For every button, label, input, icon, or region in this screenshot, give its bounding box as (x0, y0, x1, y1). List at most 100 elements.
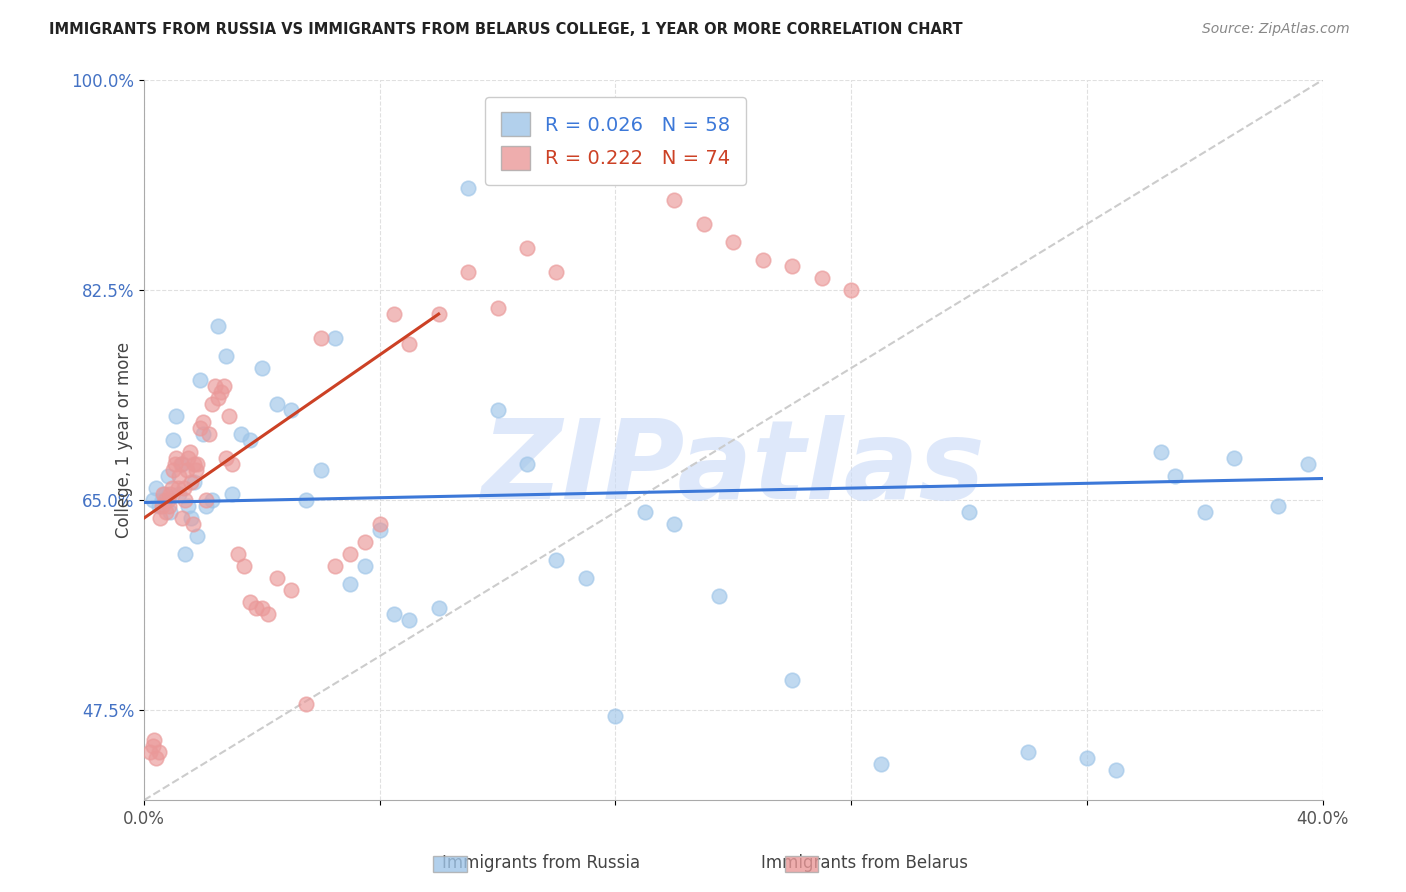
Point (172, 457, 194, 471)
Point (165, 409, 187, 423)
Point (207, 391, 229, 405)
Point (174, 547, 197, 561)
Point (153, 487, 176, 501)
Point (139, 745, 162, 759)
Point (605, 709, 627, 723)
Point (212, 379, 235, 393)
Point (162, 433, 184, 447)
Point (266, 397, 288, 411)
Point (177, 451, 200, 466)
Point (256, 607, 278, 622)
Point (188, 373, 211, 387)
Point (1105, 763, 1128, 777)
Point (149, 511, 172, 525)
Point (174, 493, 197, 508)
Point (309, 331, 332, 345)
Point (145, 481, 167, 495)
Point (162, 463, 184, 477)
Point (723, 235, 745, 249)
Point (176, 463, 198, 477)
Point (179, 445, 201, 459)
Point (427, 307, 450, 321)
Point (957, 505, 980, 519)
Point (191, 427, 214, 442)
Point (384, 307, 406, 321)
Point (204, 379, 226, 393)
Point (546, 265, 568, 279)
Point (226, 547, 249, 561)
Point (398, 613, 420, 627)
Point (239, 595, 262, 609)
Point (707, 589, 730, 603)
Point (221, 487, 243, 501)
Point (221, 457, 243, 471)
Point (457, 265, 479, 279)
Point (339, 547, 361, 561)
Point (1076, 751, 1098, 765)
Point (150, 499, 173, 513)
Point (752, 253, 775, 268)
Point (1149, 445, 1171, 459)
Point (194, 493, 217, 508)
Point (218, 409, 240, 423)
Point (148, 745, 170, 759)
Point (245, 601, 267, 615)
Y-axis label: College, 1 year or more: College, 1 year or more (115, 342, 132, 538)
Text: Source: ZipAtlas.com: Source: ZipAtlas.com (1202, 22, 1350, 37)
Point (201, 397, 224, 411)
Point (546, 553, 568, 567)
Point (486, 301, 509, 315)
Point (1164, 469, 1187, 483)
Point (664, 193, 686, 207)
Legend: R = 0.026   N = 58, R = 0.222   N = 74: R = 0.026 N = 58, R = 0.222 N = 74 (485, 97, 747, 186)
Point (183, 475, 205, 489)
Point (339, 577, 361, 591)
Point (309, 463, 332, 477)
Point (142, 493, 165, 508)
Point (384, 607, 406, 622)
Point (215, 451, 238, 466)
Point (194, 499, 217, 513)
Point (233, 559, 256, 574)
Text: IMMIGRANTS FROM RUSSIA VS IMMIGRANTS FROM BELARUS COLLEGE, 1 YEAR OR MORE CORREL: IMMIGRANTS FROM RUSSIA VS IMMIGRANTS FRO… (49, 22, 963, 37)
Point (184, 463, 207, 477)
Point (163, 457, 186, 471)
Point (516, 457, 538, 471)
Point (166, 481, 188, 495)
Point (142, 739, 165, 754)
Point (215, 349, 238, 363)
Point (839, 283, 862, 297)
Point (231, 427, 253, 442)
Point (207, 319, 229, 334)
Point (575, 115, 598, 129)
Point (250, 361, 273, 376)
Point (239, 433, 262, 447)
Point (188, 421, 211, 435)
Point (177, 499, 200, 513)
Point (170, 457, 193, 471)
Point (295, 697, 318, 711)
Point (186, 529, 208, 543)
Point (197, 427, 219, 442)
Point (780, 673, 803, 688)
Point (191, 415, 214, 429)
Point (1017, 745, 1039, 759)
Point (516, 241, 538, 255)
Point (325, 331, 347, 345)
Point (354, 559, 377, 574)
Point (280, 583, 302, 598)
Text: Immigrants from Belarus: Immigrants from Belarus (761, 855, 969, 872)
Point (457, 181, 479, 195)
Point (155, 505, 177, 519)
Point (664, 517, 686, 532)
Point (810, 271, 832, 285)
Point (295, 493, 318, 508)
Point (183, 457, 205, 471)
Point (156, 493, 179, 508)
Point (398, 337, 420, 351)
Point (1267, 499, 1289, 513)
Point (165, 451, 187, 466)
Point (368, 523, 391, 537)
Point (156, 469, 179, 483)
Point (634, 169, 657, 183)
